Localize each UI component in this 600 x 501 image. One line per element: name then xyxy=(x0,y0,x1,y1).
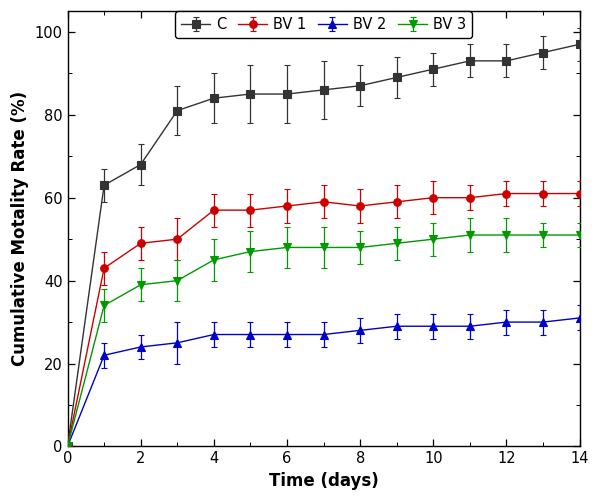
Y-axis label: Cumulative Motality Rate (%): Cumulative Motality Rate (%) xyxy=(11,91,29,366)
Legend: C, BV 1, BV 2, BV 3: C, BV 1, BV 2, BV 3 xyxy=(175,11,472,38)
X-axis label: Time (days): Time (days) xyxy=(269,472,379,490)
